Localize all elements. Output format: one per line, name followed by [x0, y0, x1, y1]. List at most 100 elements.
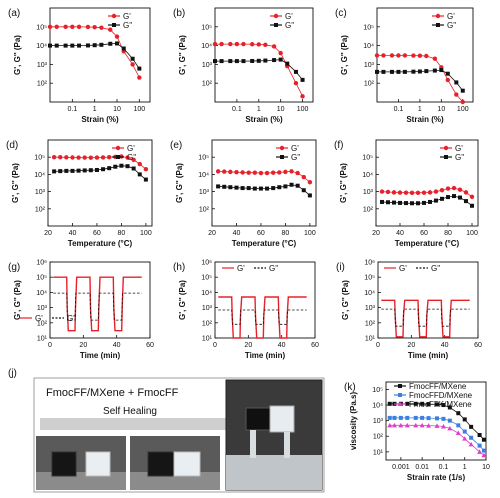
- data-point: [143, 167, 149, 172]
- legend-label: G': [285, 12, 293, 21]
- data-point: [293, 69, 298, 74]
- data-point: [396, 53, 401, 58]
- data-point: [460, 99, 465, 105]
- legend-label: G'': [123, 21, 133, 30]
- y-tick-label: 10⁵: [362, 155, 373, 162]
- plot-frame: [214, 261, 316, 339]
- y-tick-label: 10⁵: [201, 275, 212, 282]
- legend: G'G'': [440, 144, 465, 162]
- data-point: [272, 58, 277, 63]
- data-point: [252, 186, 257, 191]
- data-point: [403, 190, 409, 195]
- legend-label: G': [291, 144, 299, 153]
- data-point: [441, 416, 446, 421]
- data-point: [213, 59, 217, 64]
- data-point: [398, 415, 403, 420]
- x-tick-label: 0: [376, 342, 380, 349]
- data-point: [422, 200, 426, 205]
- data-point: [481, 437, 486, 442]
- data-point: [426, 416, 431, 421]
- data-point: [278, 57, 283, 62]
- data-point: [433, 189, 439, 194]
- data-point: [115, 145, 121, 151]
- data-point: [280, 155, 284, 159]
- legend-label: G': [127, 144, 135, 153]
- y-tick-label: 10³: [37, 62, 48, 69]
- x-axis-label: Strain (%): [245, 115, 283, 124]
- x-tick-label: 60: [474, 342, 482, 349]
- data-point: [402, 69, 407, 74]
- series-line: [54, 156, 147, 170]
- plot-frame: [49, 261, 151, 339]
- x-axis-label: Strain (%): [406, 115, 444, 124]
- y-tick-label: 10⁴: [372, 403, 383, 410]
- y-tick-label: 10⁶: [364, 260, 375, 267]
- data-point: [278, 50, 283, 56]
- series-line: [50, 43, 140, 69]
- x-axis-label: Time (min): [80, 351, 121, 360]
- clear-gel-icon: [173, 451, 201, 477]
- data-point: [219, 59, 224, 64]
- data-point: [63, 24, 68, 29]
- data-point: [137, 161, 142, 167]
- data-point: [419, 422, 425, 428]
- legend-label: G': [237, 264, 245, 273]
- data-point: [273, 13, 279, 19]
- data-point: [457, 187, 463, 192]
- panel-label: (b): [173, 8, 185, 19]
- data-point: [301, 188, 306, 193]
- panel-label: (d): [6, 140, 18, 151]
- data-point: [432, 56, 438, 61]
- data-point: [307, 180, 313, 185]
- data-point: [137, 66, 142, 71]
- data-point: [108, 27, 113, 32]
- x-tick-label: 10: [437, 106, 445, 113]
- data-point: [212, 41, 218, 47]
- data-point: [130, 62, 135, 67]
- plot-frame: [214, 7, 314, 103]
- panel-label: (j): [8, 368, 17, 379]
- x-tick-label: 0.01: [415, 464, 429, 471]
- photo-lifted-gels: [225, 379, 323, 491]
- data-point: [445, 186, 451, 191]
- x-tick-label: 100: [304, 230, 316, 237]
- series-line: [215, 43, 303, 97]
- data-point: [265, 186, 270, 191]
- legend-label: G': [447, 12, 455, 21]
- x-tick-label: 0.1: [394, 106, 404, 113]
- data-point: [215, 169, 221, 174]
- data-point: [462, 429, 467, 434]
- x-tick-label: 100: [140, 230, 152, 237]
- data-point: [454, 92, 459, 97]
- data-point: [434, 423, 440, 428]
- y-tick-label: 10⁵: [363, 24, 374, 31]
- x-tick-label: 40: [278, 342, 286, 349]
- data-point: [460, 88, 465, 93]
- data-point: [77, 43, 82, 48]
- y-tick-label: 10⁵: [36, 24, 47, 31]
- data-point: [464, 199, 468, 204]
- data-point: [387, 401, 392, 406]
- x-tick-label: 60: [311, 342, 319, 349]
- data-point: [398, 422, 404, 428]
- data-point: [234, 41, 240, 47]
- legend: G'G'': [108, 12, 133, 30]
- data-point: [435, 13, 441, 19]
- y-tick-label: 10⁴: [36, 290, 47, 297]
- data-point: [271, 44, 277, 49]
- y-tick-label: 10⁵: [34, 155, 45, 162]
- chart-panel-b: (b) 0.1 1 10 100 10² 10³ 10⁴ 10⁵ Strain (%) G', G'…: [173, 7, 314, 124]
- data-point: [228, 59, 233, 64]
- y-tick-label: 10⁵: [364, 275, 375, 282]
- legend-label: FmocFF/MXene: [409, 382, 467, 391]
- data-point: [101, 167, 106, 172]
- data-point: [222, 169, 227, 174]
- y-tick-label: 10⁴: [36, 43, 47, 50]
- data-point: [441, 403, 446, 408]
- data-point: [434, 198, 438, 203]
- y-tick-label: 10³: [35, 189, 46, 196]
- y-tick-label: 10⁵: [201, 24, 212, 31]
- data-point: [277, 170, 282, 175]
- series-line: [218, 296, 307, 339]
